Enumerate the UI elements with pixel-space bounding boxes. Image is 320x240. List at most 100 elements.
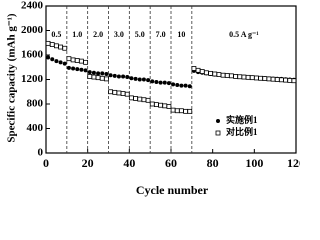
data-point [283, 77, 288, 83]
data-point [154, 102, 159, 108]
y-tick-label: 1200 [21, 73, 44, 85]
data-point [229, 73, 234, 79]
data-point [120, 91, 126, 96]
data-point [99, 75, 105, 81]
x-tick-label: 100 [245, 156, 263, 170]
y-tick-label: 0 [38, 147, 44, 159]
data-point [66, 56, 72, 62]
rate-label: 2.0 [93, 30, 103, 39]
data-point [166, 81, 171, 86]
legend-marker [215, 130, 221, 136]
data-point [54, 43, 59, 49]
data-point [116, 90, 122, 96]
data-point [224, 73, 230, 78]
data-point [174, 108, 180, 114]
data-point [170, 107, 176, 113]
x-tick-label: 0 [43, 156, 49, 170]
data-point [266, 76, 272, 82]
data-point [199, 69, 205, 74]
data-point [91, 74, 97, 80]
data-point [137, 96, 143, 102]
y-tick-label: 2400 [21, 0, 44, 12]
data-point [75, 67, 80, 72]
y-tick-label: 800 [27, 98, 44, 110]
data-point [87, 70, 92, 75]
data-point [241, 74, 247, 80]
y-tick-label: 1600 [21, 49, 44, 61]
data-point [216, 72, 222, 77]
data-point [100, 71, 105, 76]
data-point [204, 70, 209, 76]
data-point [79, 58, 84, 64]
data-point [83, 59, 88, 65]
data-point [220, 72, 226, 78]
x-tick-label: 120 [287, 156, 300, 170]
rate-label: 5.0 [135, 30, 145, 39]
data-point [166, 104, 172, 109]
data-point [129, 95, 134, 101]
y-tick-label: 400 [27, 122, 44, 134]
data-point [58, 44, 63, 50]
data-point [133, 96, 138, 101]
data-point [45, 40, 51, 46]
data-point [79, 67, 84, 72]
x-tick-label: 20 [82, 156, 94, 170]
data-point [212, 71, 218, 77]
data-point [237, 74, 243, 80]
data-point [58, 60, 63, 65]
data-point [249, 75, 255, 81]
data-point [125, 75, 130, 80]
data-point [145, 97, 151, 103]
data-point [287, 78, 293, 83]
data-point [71, 66, 76, 71]
data-point [95, 75, 101, 81]
data-point [54, 59, 59, 64]
data-point [171, 82, 176, 87]
data-point [254, 75, 259, 81]
chart: Cycle number Specific capacity (mAh g⁻¹)… [6, 0, 300, 197]
data-point [116, 74, 121, 79]
y-tick-label: 2000 [21, 24, 44, 36]
legend-label: 对比例1 [226, 126, 258, 137]
data-point [158, 80, 163, 85]
data-point [74, 58, 80, 63]
data-point [233, 74, 238, 79]
data-point [291, 78, 297, 84]
y-axis-label: Specific capacity (mAh g⁻¹) [6, 13, 18, 143]
data-point [133, 76, 138, 81]
data-point [137, 77, 142, 82]
rate-label: 1.0 [72, 30, 82, 39]
data-point [104, 76, 109, 82]
data-point [191, 66, 197, 71]
data-point [150, 79, 155, 84]
data-point [112, 73, 117, 78]
data-point [187, 108, 193, 114]
legend-label: 实施例1 [226, 114, 258, 125]
data-point [124, 91, 130, 97]
data-point [208, 70, 213, 76]
data-point [154, 79, 159, 84]
rate-label: 10 [177, 30, 185, 39]
data-point [262, 76, 268, 81]
data-point [91, 70, 96, 75]
x-tick-label: 60 [165, 156, 177, 170]
data-point [121, 74, 126, 79]
data-point [96, 71, 101, 76]
data-point [108, 89, 113, 95]
data-point [279, 77, 284, 83]
data-point [158, 102, 163, 108]
rate-label: 0.5 [51, 30, 61, 39]
data-point [245, 74, 251, 80]
x-axis-label: Cycle number [136, 183, 209, 197]
data-point [183, 108, 188, 114]
data-point [149, 101, 155, 107]
data-point [104, 71, 109, 76]
data-point [274, 77, 280, 82]
data-point [70, 57, 76, 63]
rate-label: 0.5 A g⁻¹ [229, 30, 259, 39]
data-point [141, 77, 146, 82]
data-point [83, 68, 88, 73]
data-point [179, 83, 184, 88]
x-tick-label: 40 [123, 156, 135, 170]
data-point [141, 97, 147, 103]
